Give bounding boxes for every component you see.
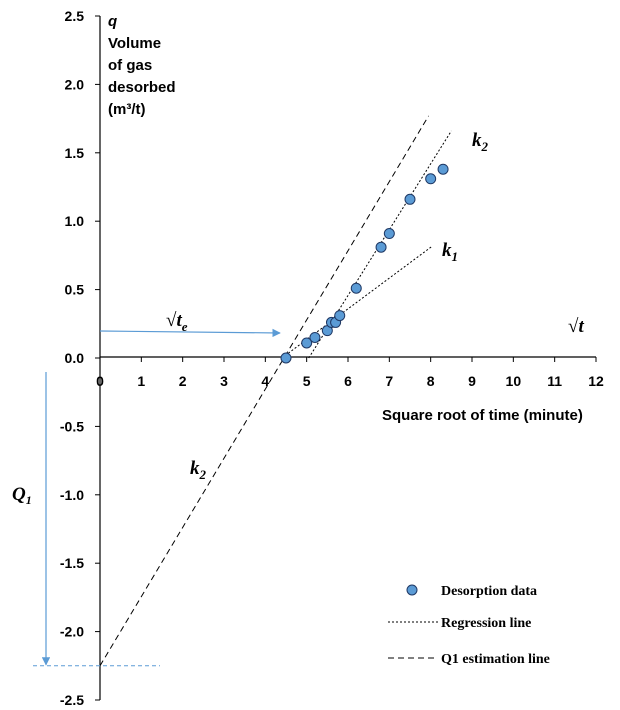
legend: Desorption data Regression line Q1 estim… <box>388 584 550 667</box>
regression-line-k1 <box>281 245 434 359</box>
x-tick-label: 10 <box>506 373 522 389</box>
y-axis-title-line-4: desorbed <box>108 79 176 96</box>
y-tick-label: -1.5 <box>60 555 84 571</box>
y-tick-label: 0.5 <box>65 282 85 298</box>
desorption-point <box>350 282 362 294</box>
y-tick-label: 1.5 <box>65 145 85 161</box>
desorption-point <box>383 228 395 240</box>
y-axis-title-line-5: (m³/t) <box>108 101 146 118</box>
lines-layer <box>99 115 452 667</box>
desorption-point <box>301 337 313 349</box>
x-tick-label: 0 <box>96 373 104 389</box>
desorption-point <box>375 241 387 253</box>
y-tick-label: -0.5 <box>60 418 84 434</box>
annotation-k1: k1 <box>442 240 458 264</box>
annotation-q1: Q1 <box>12 484 32 507</box>
x-tick-label: 8 <box>427 373 435 389</box>
x-tick-label: 4 <box>261 373 269 389</box>
y-ticks: 2.5 2.0 1.5 1.0 0.5 0.0 -0.5 -1.0 -1.5 -2.0 -2.5 <box>60 8 100 708</box>
y-tick-label: -2.5 <box>60 692 84 708</box>
y-axis-title-q: q <box>108 13 117 30</box>
desorption-point <box>334 310 346 322</box>
y-tick-label: 2.5 <box>65 8 85 24</box>
guides-layer <box>33 328 281 667</box>
te-arrow <box>99 328 281 338</box>
x-tick-label: 11 <box>547 373 562 389</box>
y-axis-title-line-3: of gas <box>108 57 152 74</box>
annotation-k2-lower: k2 <box>190 458 207 482</box>
y-tick-label: 2.0 <box>65 76 85 92</box>
legend-label-regression: Regression line <box>441 616 531 631</box>
annotation-sqrt-t: √t <box>568 316 584 337</box>
y-axis-title: q Volume of gas desorbed (m³/t) <box>108 13 176 118</box>
x-axis-title: Square root of time (minute) <box>382 407 583 424</box>
desorption-point <box>425 173 437 185</box>
desorption-point <box>309 331 321 343</box>
y-axis-title-line-2: Volume <box>108 35 161 52</box>
y-tick-label: -1.0 <box>60 487 84 503</box>
desorption-point <box>437 163 449 175</box>
legend-label-desorption: Desorption data <box>441 584 537 599</box>
x-tick-label: 9 <box>468 373 476 389</box>
x-tick-label: 7 <box>385 373 393 389</box>
legend-marker-desorption <box>406 584 418 596</box>
y-tick-label: -2.0 <box>60 624 84 640</box>
annotation-k2-upper: k2 <box>472 130 489 154</box>
x-tick-label: 6 <box>344 373 352 389</box>
desorption-point <box>404 193 416 205</box>
x-tick-label: 12 <box>588 373 604 389</box>
x-tick-label: 2 <box>179 373 187 389</box>
desorption-point <box>280 352 292 364</box>
legend-label-q1: Q1 estimation line <box>441 652 550 667</box>
y-tick-label: 1.0 <box>65 213 85 229</box>
annotation-sqrt-te: √te <box>166 310 188 334</box>
x-tick-label: 5 <box>303 373 311 389</box>
x-tick-label: 1 <box>137 373 145 389</box>
x-ticks: 0 1 2 3 4 5 6 7 8 9 10 11 12 <box>96 357 604 389</box>
q1-estimation-line-k2 <box>99 115 430 667</box>
x-tick-label: 3 <box>220 373 228 389</box>
y-tick-label: 0.0 <box>65 350 85 366</box>
points-layer <box>280 163 449 364</box>
